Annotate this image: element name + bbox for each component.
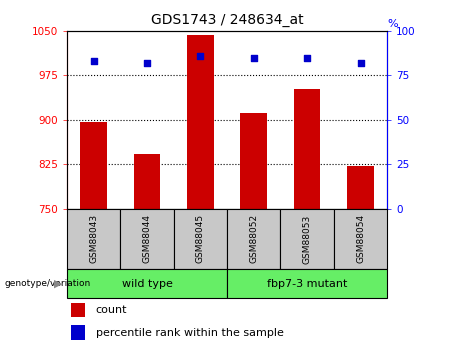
Bar	[240, 113, 267, 345]
Point	[90, 59, 97, 64]
Title: GDS1743 / 248634_at: GDS1743 / 248634_at	[151, 13, 303, 27]
Text: fbp7-3 mutant: fbp7-3 mutant	[267, 279, 347, 289]
Bar	[347, 166, 374, 345]
Bar	[174, 209, 227, 269]
Text: GSM88054: GSM88054	[356, 214, 365, 264]
Bar	[67, 269, 227, 298]
Bar	[294, 89, 320, 345]
Text: ▶: ▶	[54, 279, 62, 289]
Text: GSM88052: GSM88052	[249, 214, 258, 264]
Text: %: %	[387, 19, 398, 29]
Bar	[227, 269, 387, 298]
Bar	[227, 209, 280, 269]
Bar	[187, 35, 214, 345]
Text: genotype/variation: genotype/variation	[5, 279, 91, 288]
Text: GSM88044: GSM88044	[142, 214, 152, 264]
Text: GSM88045: GSM88045	[196, 214, 205, 264]
Bar	[71, 325, 85, 340]
Point	[143, 60, 151, 66]
Bar	[71, 303, 85, 317]
Bar	[67, 209, 120, 269]
Point	[250, 55, 257, 60]
Bar	[134, 154, 160, 345]
Bar	[120, 209, 174, 269]
Point	[303, 55, 311, 60]
Text: GSM88053: GSM88053	[302, 214, 312, 264]
Text: count: count	[95, 305, 127, 315]
Point	[357, 60, 364, 66]
Text: GSM88043: GSM88043	[89, 214, 98, 264]
Text: wild type: wild type	[122, 279, 172, 289]
Bar	[280, 209, 334, 269]
Text: percentile rank within the sample: percentile rank within the sample	[95, 327, 284, 337]
Bar	[334, 209, 387, 269]
Bar	[80, 122, 107, 345]
Point	[197, 53, 204, 59]
